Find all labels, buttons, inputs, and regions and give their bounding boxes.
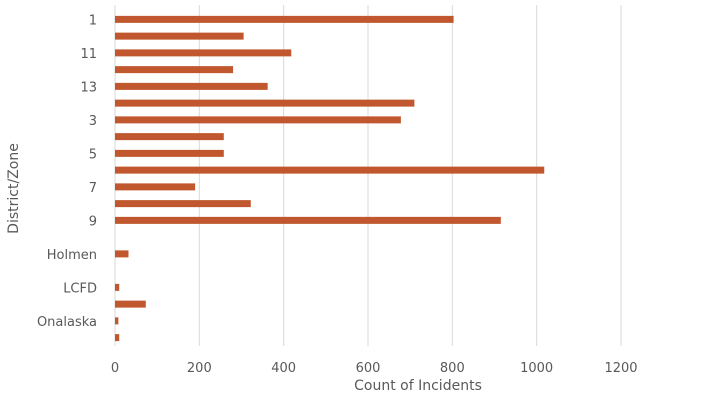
y-tick-label: 9 xyxy=(89,214,97,229)
y-tick-label: Onalaska xyxy=(37,315,97,330)
bar-9 xyxy=(115,216,501,224)
bars xyxy=(115,15,545,342)
bar-1 xyxy=(115,15,454,23)
y-axis-title: District/Zone xyxy=(6,143,22,234)
x-tick-label: 600 xyxy=(356,361,381,376)
bar-onalaska xyxy=(115,317,119,325)
bar-13 xyxy=(115,82,268,90)
bar-12 xyxy=(115,66,234,74)
bar-5 xyxy=(115,149,224,157)
y-tick-label: Holmen xyxy=(47,248,97,263)
x-tick-label: 400 xyxy=(271,361,296,376)
bar-8 xyxy=(115,200,251,208)
bar-4 xyxy=(115,133,224,141)
x-tick-label: 200 xyxy=(187,361,212,376)
y-tick-label: 11 xyxy=(80,47,97,62)
x-tick-label: 1200 xyxy=(604,361,637,376)
x-tick-label: 0 xyxy=(111,361,119,376)
bar-6 xyxy=(115,166,545,174)
bar-holmen xyxy=(115,250,129,258)
bar-11 xyxy=(115,49,292,57)
x-axis-ticks: 0 200 400 600 800 1000 1200 xyxy=(111,361,638,376)
y-tick-label: 13 xyxy=(80,80,97,95)
bar-west-salem xyxy=(115,334,120,342)
y-tick-label: 3 xyxy=(89,114,97,129)
x-axis-title: Count of Incidents xyxy=(354,378,482,394)
y-tick-label: LCFD xyxy=(63,281,97,296)
x-tick-label: 1000 xyxy=(520,361,553,376)
bar-new-amsterdam xyxy=(115,300,146,308)
y-tick-label: 7 xyxy=(89,181,97,196)
bar-3 xyxy=(115,116,401,124)
y-tick-label: 1 xyxy=(89,13,97,28)
bar-lcfd xyxy=(115,283,120,291)
gridlines xyxy=(114,5,622,346)
bar-7 xyxy=(115,183,196,191)
y-tick-label: 5 xyxy=(89,147,97,162)
bar-2 xyxy=(115,99,415,107)
x-tick-label: 800 xyxy=(440,361,465,376)
bar-10 xyxy=(115,32,244,40)
